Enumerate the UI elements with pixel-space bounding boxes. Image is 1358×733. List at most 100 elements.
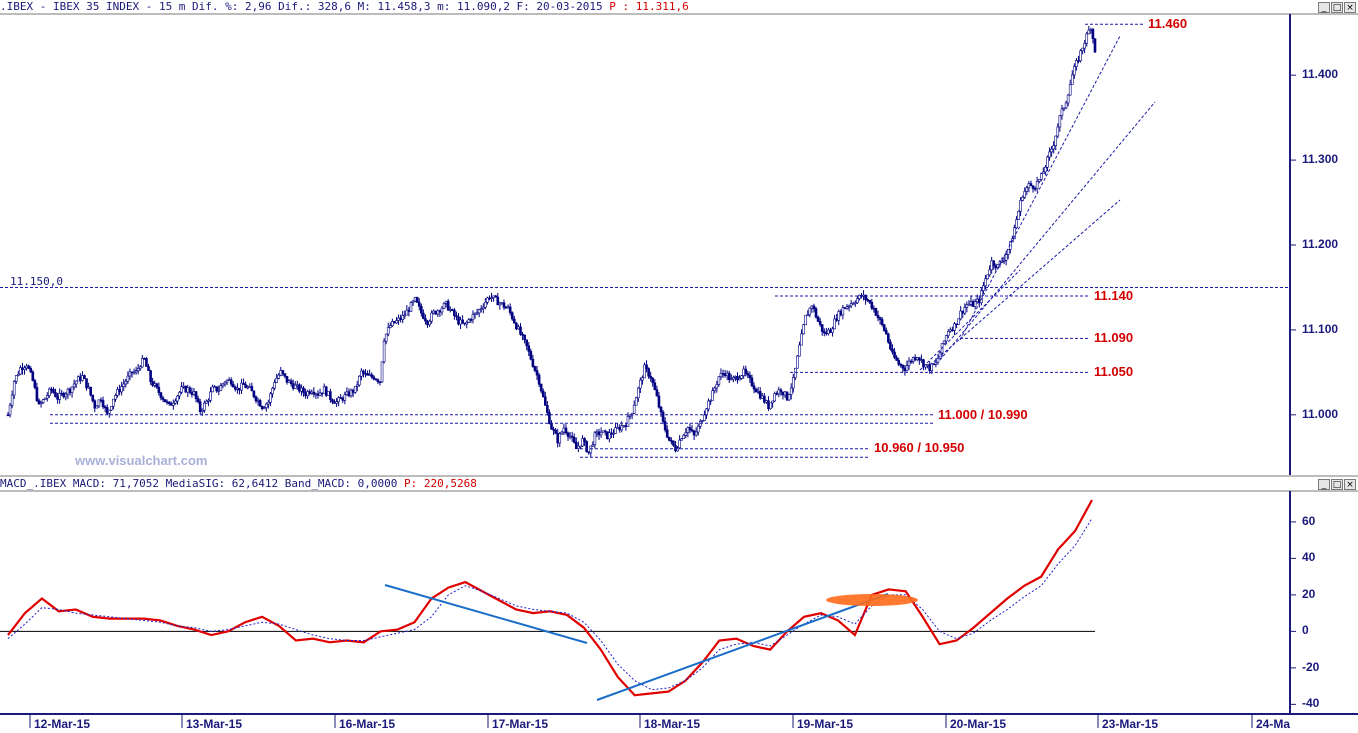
candle-body <box>374 378 378 381</box>
macd-panel-window-buttons: _ □ × <box>1318 479 1356 490</box>
candle-body <box>298 384 301 392</box>
candle-body <box>484 301 487 308</box>
candle-body <box>909 360 913 363</box>
candle-body <box>143 358 146 360</box>
candle-body <box>432 310 436 314</box>
candle-body <box>796 355 799 369</box>
level-label: 11.050 <box>1094 364 1134 380</box>
macd-close-button[interactable]: × <box>1344 479 1356 490</box>
candle-body <box>25 365 28 369</box>
candle-body <box>101 400 105 408</box>
candle-body <box>415 297 419 303</box>
candle-body <box>227 379 231 382</box>
candle-body <box>777 389 781 395</box>
price-panel-header: .IBEX - IBEX 35 INDEX - 15 m Dif. %: 2,9… <box>0 0 689 14</box>
candle-body <box>649 375 652 379</box>
candle-body <box>192 391 196 395</box>
candle-body <box>161 397 165 400</box>
candle-body <box>614 427 617 434</box>
candle-body <box>386 327 390 335</box>
candle-body <box>645 364 648 369</box>
x-ticks <box>29 714 1253 728</box>
candle-body <box>959 310 962 320</box>
candle-body <box>10 394 14 406</box>
candle-body <box>271 387 274 395</box>
candle-body <box>670 440 673 442</box>
candle-body <box>843 307 847 309</box>
maximize-button[interactable]: □ <box>1331 2 1343 13</box>
candle-body <box>684 432 688 436</box>
candle-body <box>1013 227 1016 240</box>
level-label: 11.000 / 10.990 <box>938 406 1028 422</box>
candle-body <box>417 302 421 307</box>
x-tick-label: 18-Mar-15 <box>644 717 701 731</box>
candle-body <box>866 299 869 301</box>
candle-body <box>856 298 859 304</box>
candle-body <box>963 307 967 314</box>
candle-body <box>521 334 524 336</box>
candle-body <box>19 367 22 375</box>
candle-body <box>442 303 446 309</box>
candle-body <box>655 389 659 397</box>
candle-body <box>926 364 929 366</box>
candle-body <box>360 370 363 377</box>
candle-body <box>593 432 597 446</box>
candle-body <box>988 269 991 276</box>
candle-body <box>50 388 53 391</box>
macd-y-tick-label: 60 <box>1302 513 1316 528</box>
candle-body <box>223 381 227 385</box>
x-tick-label: 24-Ma <box>1256 717 1291 731</box>
macd-minimize-button[interactable]: _ <box>1318 479 1330 490</box>
candle-body <box>479 308 483 310</box>
close-button[interactable]: × <box>1344 2 1356 13</box>
candle-body <box>707 400 710 410</box>
candle-body <box>17 373 20 376</box>
candle-body <box>618 427 621 431</box>
candle-body <box>134 370 138 373</box>
candle-body <box>151 381 154 386</box>
candle-body <box>304 392 307 397</box>
candle-body <box>920 359 923 361</box>
level-label: 11.090 <box>1094 330 1134 346</box>
candle-body <box>804 314 807 326</box>
candle-body <box>942 340 946 344</box>
level-lines <box>0 23 1290 458</box>
macd-maximize-button[interactable]: □ <box>1331 479 1343 490</box>
candle-body <box>165 401 169 404</box>
candle-body <box>329 391 332 400</box>
candle-body <box>713 387 717 391</box>
candle-body <box>492 295 495 298</box>
candle-body <box>901 364 905 369</box>
candle-body <box>434 310 438 315</box>
candle-body <box>878 317 882 320</box>
candle-body <box>556 433 559 444</box>
candle-body <box>1064 102 1068 109</box>
candle-body <box>624 425 628 427</box>
candle-body <box>231 383 235 388</box>
candle-body <box>33 380 37 388</box>
candle-body <box>85 378 88 389</box>
candle-body <box>1017 211 1020 220</box>
candle-body <box>122 383 126 387</box>
candle-body <box>236 387 239 390</box>
candle-body <box>577 445 580 450</box>
candle-body <box>341 397 345 401</box>
candle-body <box>1025 187 1029 192</box>
candle-body <box>889 341 892 350</box>
candle-body <box>347 391 351 397</box>
candle-body <box>353 385 357 393</box>
candle-body <box>599 431 603 436</box>
candle-body <box>676 447 679 452</box>
candle-body <box>207 399 210 402</box>
candle-body <box>203 402 206 411</box>
candle-body <box>91 394 95 402</box>
candle-body <box>382 340 386 363</box>
candle-body <box>494 295 498 298</box>
candle-body <box>845 306 849 309</box>
candle-body <box>756 391 760 393</box>
candle-body <box>217 390 221 392</box>
minimize-button[interactable]: _ <box>1318 2 1330 13</box>
candle-body <box>105 407 109 414</box>
macd-highlight-ellipse <box>826 594 918 606</box>
candle-body <box>686 427 690 433</box>
